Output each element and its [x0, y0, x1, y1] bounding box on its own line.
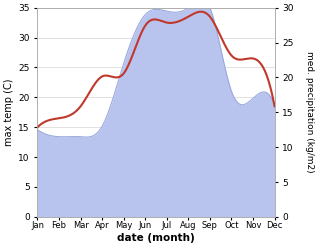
Y-axis label: max temp (C): max temp (C)	[4, 79, 14, 146]
Y-axis label: med. precipitation (kg/m2): med. precipitation (kg/m2)	[305, 51, 314, 173]
X-axis label: date (month): date (month)	[117, 233, 195, 243]
